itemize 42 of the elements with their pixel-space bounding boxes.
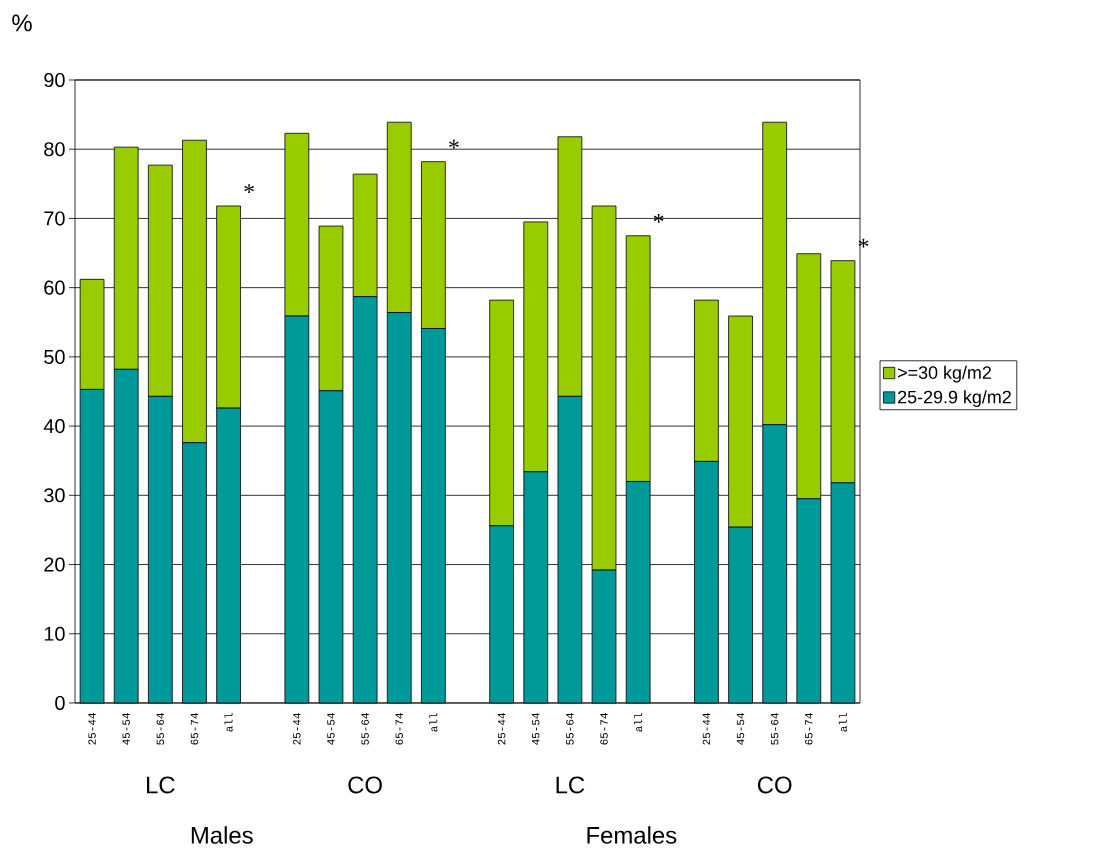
x-tick-label: 65-74 — [600, 713, 608, 745]
y-tick-label: 80 — [44, 142, 65, 157]
y-tick-label: 70 — [44, 211, 65, 226]
annotation: * — [449, 139, 459, 149]
x-tick-label: all — [429, 713, 438, 732]
x-tick-label: 45-54 — [532, 713, 540, 745]
y-tick-label: 10 — [44, 626, 65, 641]
legend-label: >=30 kg/m2 — [898, 365, 991, 383]
x-tick-label: 65-74 — [395, 713, 403, 745]
text: LC — [147, 776, 175, 794]
y-tick-label: 60 — [44, 280, 65, 295]
y-tick-label: 50 — [44, 349, 65, 364]
x-tick-label: 55-64 — [156, 713, 165, 745]
x-tick-label: 45-54 — [122, 713, 130, 745]
x-tick-label: 65-74 — [190, 713, 199, 745]
y-tick-label: 30 — [44, 488, 65, 503]
y-tick-label: 20 — [44, 557, 65, 572]
text: Males — [191, 826, 253, 844]
x-tick-label: 55-64 — [361, 713, 369, 745]
y-tick-label: 90 — [44, 72, 65, 88]
text: CO — [757, 776, 792, 794]
text: Females — [587, 826, 677, 844]
x-tick-label: 55-64 — [770, 713, 779, 745]
x-tick-label: 45-54 — [736, 713, 745, 745]
x-tick-label: 25-44 — [497, 713, 506, 745]
y-tick-label: 40 — [43, 419, 65, 434]
x-tick-label: all — [838, 713, 847, 732]
x-tick-label: 25-44 — [702, 713, 711, 745]
text: CO — [348, 776, 382, 794]
x-tick-label: 65-74 — [805, 713, 813, 745]
x-tick-label: 45-54 — [327, 713, 335, 745]
x-tick-label: 55-64 — [566, 713, 574, 745]
y-tick-label: 0 — [55, 695, 65, 711]
x-tick-label: 25-44 — [293, 713, 301, 745]
legend-label: 25-29.9 kg/m2 — [898, 390, 1011, 407]
x-tick-label: all — [224, 713, 233, 732]
text: LC — [556, 776, 585, 794]
x-tick-label: all — [634, 713, 643, 732]
x-tick-label: 25-44 — [88, 713, 96, 745]
annotation: * — [244, 184, 254, 193]
annotation: * — [858, 238, 869, 248]
y-axis-title: % — [12, 14, 32, 32]
